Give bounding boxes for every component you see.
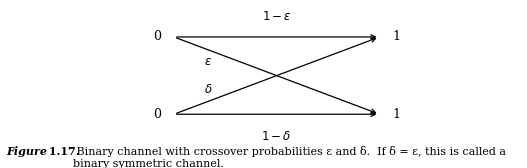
Text: 0: 0 xyxy=(153,30,161,44)
Text: 1: 1 xyxy=(393,30,401,44)
Text: Binary channel with crossover probabilities ε and δ.  If δ = ε, this is called a: Binary channel with crossover probabilit… xyxy=(73,146,506,168)
Text: $\varepsilon$: $\varepsilon$ xyxy=(204,55,212,68)
Text: $1-\delta$: $1-\delta$ xyxy=(261,130,292,143)
Text: $\delta$: $\delta$ xyxy=(204,83,212,96)
Text: 0: 0 xyxy=(153,108,161,121)
Text: 1.17.: 1.17. xyxy=(45,146,80,157)
Text: $1-\varepsilon$: $1-\varepsilon$ xyxy=(262,10,291,23)
Text: Figure: Figure xyxy=(6,146,47,157)
Text: 1: 1 xyxy=(393,108,401,121)
